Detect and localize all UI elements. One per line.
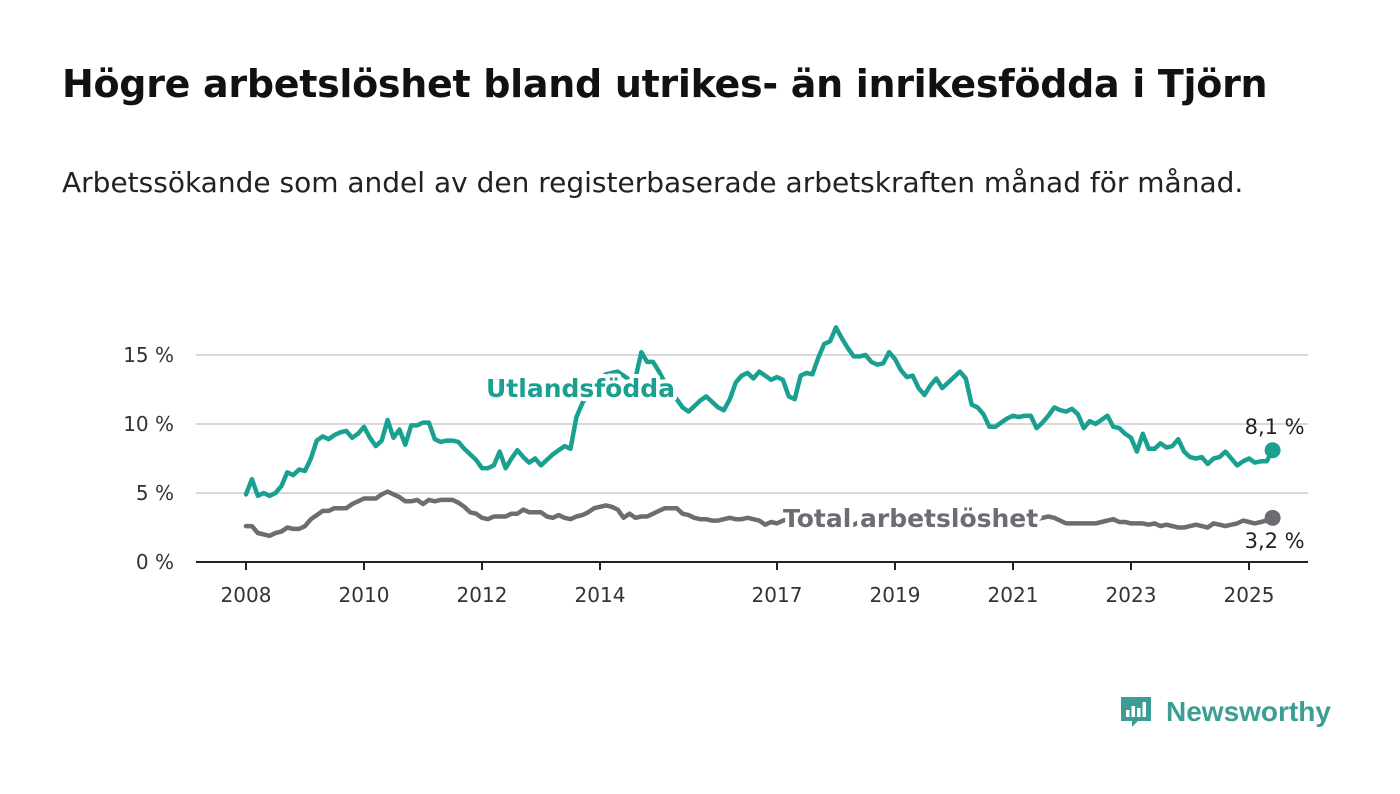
x-tick-label: 2008 xyxy=(221,583,272,607)
series-end-label: 8,1 % xyxy=(1245,415,1305,439)
chart-title: Högre arbetslöshet bland utrikes- än inr… xyxy=(62,62,1268,106)
series-labels: 8,1 % 3,2 % Utlandsfödda Total arbetslöshet xyxy=(482,370,1305,553)
chart-subtitle: Arbetssökande som andel av den registerb… xyxy=(62,166,1244,199)
series-end-label: 3,2 % xyxy=(1245,529,1305,553)
x-tick-label: 2017 xyxy=(752,583,803,607)
series-line-0 xyxy=(243,325,1275,499)
y-tick-label: 5 % xyxy=(136,481,174,505)
newsworthy-logo: Newsworthy xyxy=(1118,690,1331,734)
y-tick-label: 0 % xyxy=(136,550,174,574)
logo-text: Newsworthy xyxy=(1166,696,1331,727)
y-tick-label: 10 % xyxy=(123,412,174,436)
series-name-label: Utlandsfödda xyxy=(486,374,675,403)
x-tick-label: 2019 xyxy=(870,583,921,607)
series-lines xyxy=(243,325,1281,539)
axes: 0 % 5 % 10 % 15 % 2008 2010 2012 2014 2017 2019 20… xyxy=(123,343,1308,607)
x-tick-label: 2023 xyxy=(1106,583,1157,607)
x-tick-label: 2010 xyxy=(339,583,390,607)
x-tick-label: 2021 xyxy=(988,583,1039,607)
x-tick-label: 2012 xyxy=(457,583,508,607)
y-tick-label: 15 % xyxy=(123,343,174,367)
bar-chart-logo-icon xyxy=(1121,697,1151,727)
x-tick-label: 2025 xyxy=(1224,583,1275,607)
x-tick-label: 2014 xyxy=(575,583,626,607)
series-line-1 xyxy=(243,489,1275,539)
series-name-label: Total arbetslöshet xyxy=(783,504,1038,533)
series-end-point-0 xyxy=(1264,442,1281,459)
series-end-point-1 xyxy=(1264,509,1281,526)
